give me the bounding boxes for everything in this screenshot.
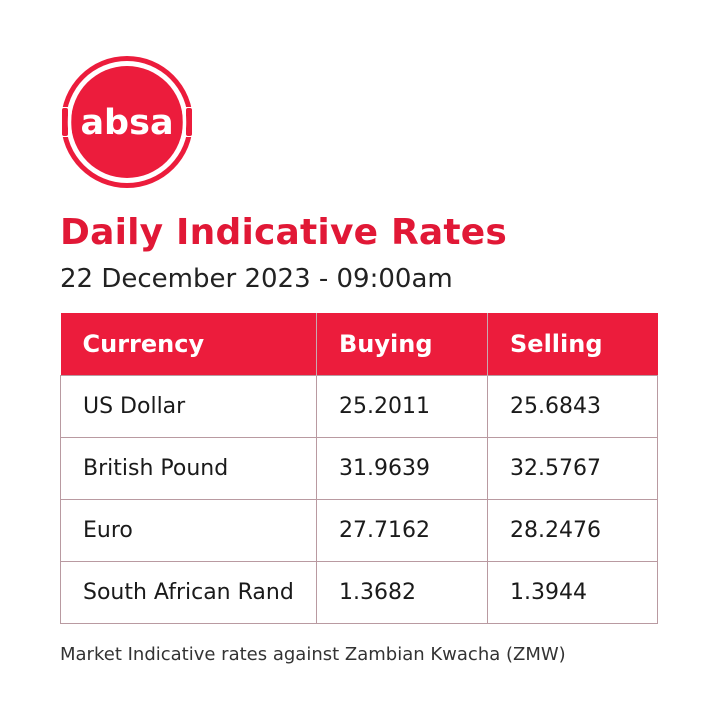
selling-rate-cell: 28.2476 bbox=[487, 499, 658, 562]
table-row: South African Rand 1.3682 1.3944 bbox=[60, 561, 658, 624]
currency-cell: Euro bbox=[60, 499, 317, 562]
column-header-currency: Currency bbox=[60, 313, 317, 376]
page-title: Daily Indicative Rates bbox=[60, 212, 508, 253]
table-row: Euro 27.7162 28.2476 bbox=[60, 499, 658, 562]
rates-table: Currency Buying Selling US Dollar 25.201… bbox=[60, 313, 658, 624]
currency-cell: British Pound bbox=[60, 437, 317, 500]
table-row: US Dollar 25.2011 25.6843 bbox=[60, 375, 658, 438]
selling-rate-cell: 25.6843 bbox=[487, 375, 658, 438]
buying-rate-cell: 1.3682 bbox=[316, 561, 488, 624]
selling-rate-cell: 32.5767 bbox=[487, 437, 658, 500]
buying-rate-cell: 27.7162 bbox=[316, 499, 488, 562]
column-header-buying: Buying bbox=[316, 313, 488, 376]
buying-rate-cell: 31.9639 bbox=[316, 437, 488, 500]
date-time-subtitle: 22 December 2023 - 09:00am bbox=[60, 264, 453, 294]
buying-rate-cell: 25.2011 bbox=[316, 375, 488, 438]
currency-cell: US Dollar bbox=[60, 375, 317, 438]
table-header-row: Currency Buying Selling bbox=[60, 313, 658, 376]
svg-text:absa: absa bbox=[80, 103, 173, 143]
selling-rate-cell: 1.3944 bbox=[487, 561, 658, 624]
currency-cell: South African Rand bbox=[60, 561, 317, 624]
table-row: British Pound 31.9639 32.5767 bbox=[60, 437, 658, 500]
footer-note: Market Indicative rates against Zambian … bbox=[60, 644, 566, 665]
column-header-selling: Selling bbox=[487, 313, 658, 376]
absa-logo-icon: absa bbox=[58, 53, 196, 191]
